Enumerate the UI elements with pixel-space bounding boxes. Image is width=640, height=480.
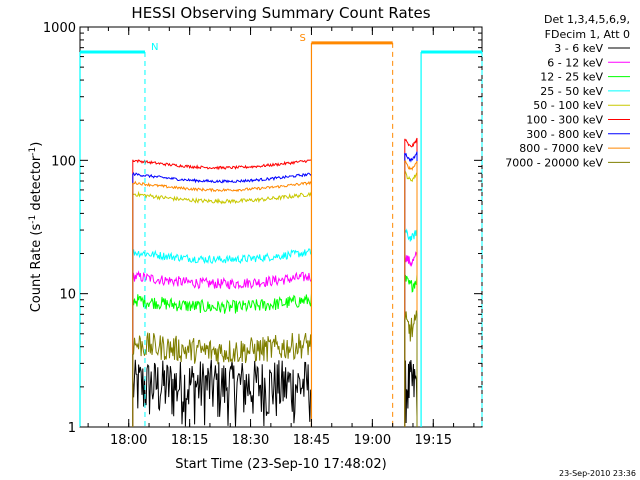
- series-line: [404, 228, 418, 427]
- legend-entry-label: 12 - 25 keV: [540, 71, 603, 84]
- series-line: [404, 251, 418, 427]
- x-tick-label: 18:45: [293, 433, 330, 448]
- legend-entry-label: 100 - 300 keV: [526, 114, 603, 127]
- legend-entry-label: 800 - 7000 keV: [519, 142, 603, 155]
- series-line: [132, 248, 312, 427]
- x-axis-label: Start Time (23-Sep-10 17:48:02): [175, 457, 386, 472]
- footer-date: 23-Sep-2010 23:36: [559, 469, 636, 478]
- series-line: [404, 359, 418, 427]
- series-line: [132, 190, 312, 427]
- legend-entry-label: 7000 - 20000 keV: [505, 156, 603, 169]
- y-tick-label: 1: [68, 421, 76, 436]
- series-line: [132, 180, 312, 427]
- y-tick-label: 10: [59, 288, 76, 303]
- series-line: [132, 172, 312, 427]
- series-line: [132, 159, 312, 427]
- legend-entry-label: 50 - 100 keV: [533, 99, 603, 112]
- region-label: S: [299, 33, 305, 44]
- y-tick-label: 1000: [43, 21, 76, 36]
- legend-entry-label: 25 - 50 keV: [540, 85, 603, 98]
- y-tick-label: 100: [51, 154, 76, 169]
- legend: Det 1,3,4,5,6,9, FDecim 1, Att 0 3 - 6 k…: [505, 13, 630, 169]
- legend-header-line-1: Det 1,3,4,5,6,9,: [544, 13, 630, 26]
- x-tick-label: 19:15: [415, 433, 452, 448]
- series-line: [404, 151, 418, 427]
- x-tick-label: 19:00: [354, 433, 391, 448]
- series-line: [404, 160, 418, 427]
- x-tick-label: 18:15: [171, 433, 208, 448]
- legend-entry-label: 3 - 6 keV: [554, 42, 603, 55]
- series-line: [404, 310, 418, 427]
- series-line: [132, 270, 312, 427]
- legend-header-line-2: FDecim 1, Att 0: [545, 28, 630, 41]
- series-line: [132, 359, 312, 427]
- chart-title: HESSI Observing Summary Count Rates: [131, 4, 430, 22]
- series-line: [404, 274, 418, 427]
- legend-entry-label: 6 - 12 keV: [547, 56, 603, 69]
- marker-layer: NS: [79, 33, 483, 427]
- series-layer: [132, 137, 418, 427]
- x-tick-label: 18:00: [110, 433, 147, 448]
- axis-layer: 18:00 18:15 18:30 18:45 19:00 19:15 1 10 100 1000: [43, 21, 482, 448]
- series-line: [404, 137, 418, 427]
- series-line: [132, 293, 312, 427]
- series-line: [404, 170, 418, 427]
- region-label: N: [151, 42, 158, 53]
- series-line: [132, 332, 312, 427]
- y-axis-label: Count Rate (s-1 detector-1): [28, 142, 44, 313]
- x-tick-label: 18:30: [232, 433, 269, 448]
- legend-entry-label: 300 - 800 keV: [526, 128, 603, 141]
